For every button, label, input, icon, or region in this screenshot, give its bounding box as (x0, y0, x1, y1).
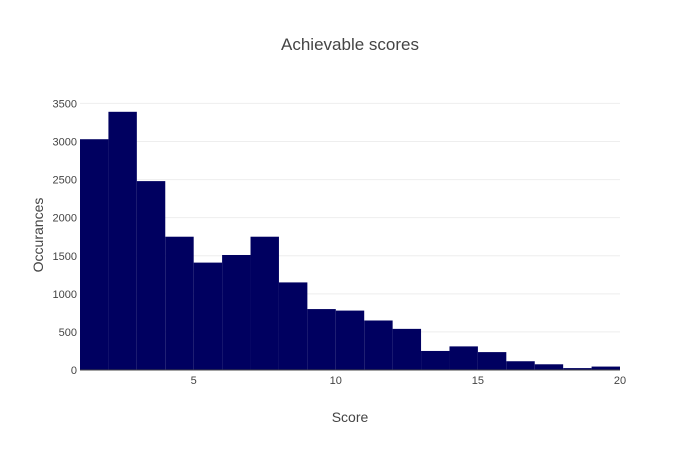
histogram-bar (108, 111, 137, 371)
y-tick-label: 3000 (53, 137, 77, 149)
histogram-bar (80, 139, 109, 370)
x-tick-label: 20 (614, 375, 626, 387)
histogram-bar (534, 364, 564, 370)
histogram-bar (307, 309, 336, 370)
histogram-bar (335, 310, 365, 370)
histogram-bar (278, 282, 308, 370)
histogram-bar (193, 262, 223, 370)
y-tick-label: 0 (71, 365, 77, 377)
y-axis-label: Occurances (30, 198, 46, 273)
histogram-bar (506, 361, 535, 370)
y-axis-ticks: 0 500 1000 1500 2000 2500 3000 3500 (53, 98, 77, 377)
y-tick-label: 2500 (53, 175, 77, 187)
y-tick-label: 1000 (53, 289, 77, 301)
histogram-bar (591, 366, 620, 370)
histogram-bar (449, 346, 478, 370)
y-tick-label: 500 (59, 327, 77, 339)
histogram-bar (250, 236, 279, 370)
y-tick-label: 1500 (53, 251, 77, 263)
histogram-bar (477, 352, 507, 370)
histogram-bar (392, 328, 422, 370)
histogram-bar (421, 350, 450, 370)
bars (80, 111, 620, 371)
histogram-bar (222, 254, 251, 370)
x-tick-label: 15 (472, 375, 484, 387)
x-tick-label: 5 (191, 375, 197, 387)
histogram-bar (563, 368, 592, 370)
histogram-bar (165, 236, 194, 370)
x-axis-label: Score (332, 409, 369, 425)
y-tick-label: 2000 (53, 213, 77, 225)
x-axis-ticks: 5 10 15 20 (191, 375, 627, 387)
chart-title: Achievable scores (281, 35, 419, 54)
histogram-bar (136, 181, 166, 370)
x-tick-label: 10 (330, 375, 342, 387)
y-tick-label: 3500 (53, 98, 77, 110)
histogram-bar (364, 320, 393, 370)
